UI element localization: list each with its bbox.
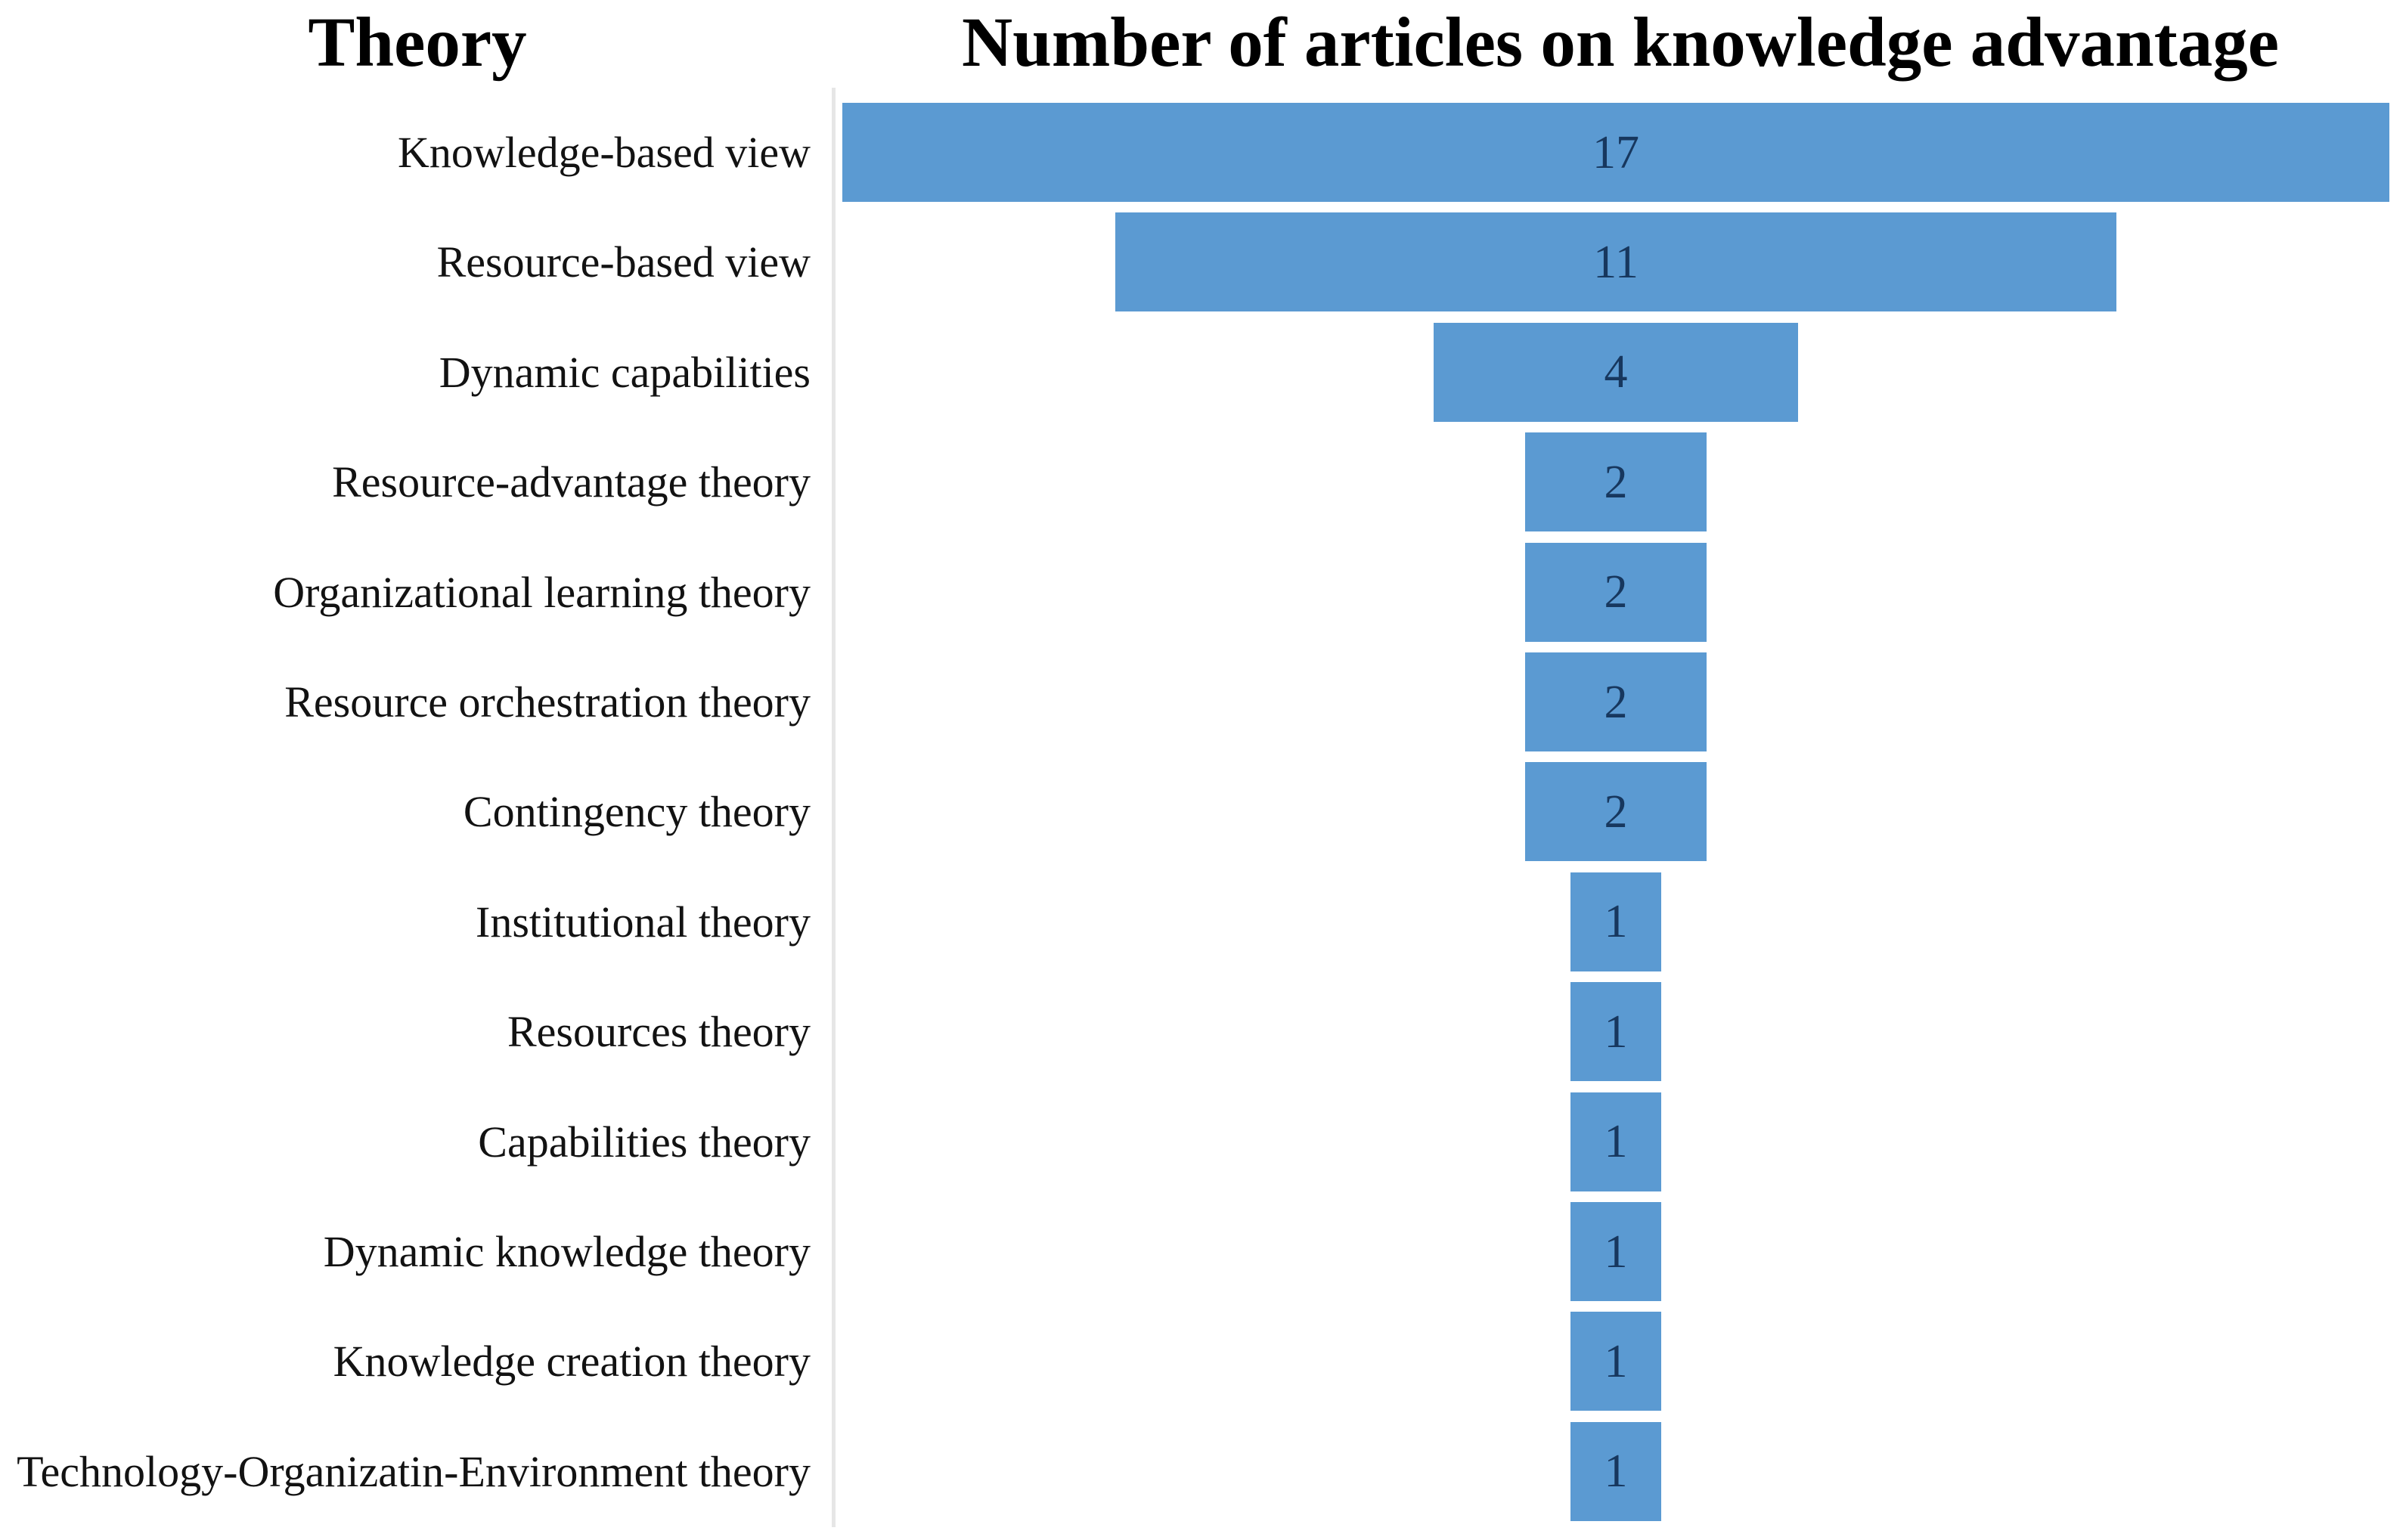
bar-value-label: 1 — [1604, 1225, 1628, 1278]
bar: 11 — [1115, 212, 2117, 312]
bar-value-label: 2 — [1604, 785, 1628, 838]
bar: 2 — [1524, 432, 1707, 532]
bar-value-label: 2 — [1604, 566, 1628, 618]
bar: 1 — [1570, 982, 1662, 1082]
bar-value-label: 1 — [1604, 896, 1628, 948]
category-label: Knowledge-based view — [398, 128, 811, 177]
bar-value-label: 4 — [1604, 346, 1628, 398]
bar-value-label: 1 — [1604, 1005, 1628, 1058]
category-label: Capabilities theory — [478, 1117, 811, 1167]
category-label: Dynamic capabilities — [439, 347, 811, 397]
bar: 2 — [1524, 542, 1707, 642]
category-label: Knowledge creation theory — [333, 1337, 811, 1387]
bar-value-label: 2 — [1604, 676, 1628, 728]
category-label: Contingency theory — [463, 787, 811, 837]
bar: 1 — [1570, 1092, 1662, 1191]
category-label: Organizational learning theory — [273, 567, 811, 617]
column-header-theory: Theory — [308, 4, 527, 82]
bar: 2 — [1524, 652, 1707, 751]
category-label: Dynamic knowledge theory — [323, 1227, 811, 1276]
category-label: Institutional theory — [476, 897, 811, 947]
bar: 4 — [1434, 322, 1798, 422]
bar-value-label: 1 — [1604, 1116, 1628, 1168]
category-label: Technology-Organizatin-Environment theor… — [17, 1446, 811, 1496]
category-label: Resources theory — [507, 1007, 811, 1057]
bar: 17 — [842, 103, 2390, 202]
bar-value-label: 2 — [1604, 456, 1628, 508]
bar: 1 — [1570, 1421, 1662, 1521]
category-axis-line — [832, 88, 836, 1527]
bar: 1 — [1570, 1312, 1662, 1411]
category-label: Resource-advantage theory — [332, 457, 811, 507]
bar: 1 — [1570, 872, 1662, 971]
bar-value-label: 17 — [1592, 126, 1639, 178]
bar-value-label: 1 — [1604, 1445, 1628, 1498]
bar: 2 — [1524, 762, 1707, 862]
column-header-article-count: Number of articles on knowledge advantag… — [962, 4, 2279, 82]
bar-value-label: 11 — [1593, 236, 1639, 288]
bar-value-label: 1 — [1604, 1335, 1628, 1387]
category-label: Resource-based view — [436, 237, 811, 287]
category-label: Resource orchestration theory — [284, 677, 811, 727]
bar: 1 — [1570, 1202, 1662, 1301]
